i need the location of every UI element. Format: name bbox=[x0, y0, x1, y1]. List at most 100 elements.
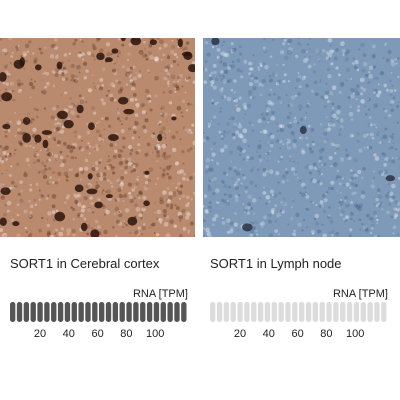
texture-dot bbox=[387, 191, 391, 195]
texture-dot bbox=[58, 231, 64, 237]
texture-dot bbox=[299, 43, 303, 47]
texture-dot bbox=[278, 79, 282, 82]
texture-dot bbox=[141, 226, 146, 231]
texture-dot bbox=[122, 193, 128, 198]
texture-dot bbox=[122, 145, 126, 149]
texture-dot bbox=[212, 63, 217, 68]
texture-dot bbox=[33, 107, 37, 111]
texture-dot bbox=[29, 232, 33, 236]
texture-dot bbox=[214, 102, 218, 106]
texture-dot bbox=[154, 94, 158, 98]
texture-dot bbox=[77, 52, 83, 58]
texture-dot bbox=[253, 54, 255, 56]
texture-dot bbox=[80, 208, 85, 213]
texture-dot bbox=[117, 210, 120, 213]
texture-dot bbox=[53, 128, 57, 132]
texture-dot bbox=[360, 86, 364, 90]
texture-dot bbox=[174, 90, 177, 94]
texture-dot bbox=[133, 197, 136, 200]
texture-dot bbox=[319, 156, 323, 160]
texture-dot bbox=[357, 206, 362, 212]
texture-dot bbox=[213, 177, 217, 181]
texture-dot bbox=[206, 136, 209, 139]
texture-dot bbox=[118, 161, 124, 166]
texture-dot bbox=[299, 117, 304, 121]
texture-dot bbox=[36, 150, 38, 153]
texture-dot bbox=[351, 62, 355, 65]
texture-dot bbox=[187, 148, 191, 153]
texture-dot bbox=[342, 53, 346, 56]
texture-dot bbox=[349, 105, 352, 109]
texture-dot bbox=[133, 128, 136, 130]
texture-dot bbox=[99, 48, 104, 53]
texture-dot bbox=[280, 124, 285, 129]
texture-dot bbox=[232, 124, 237, 129]
texture-dot bbox=[349, 133, 354, 138]
texture-dot bbox=[120, 175, 125, 180]
texture-dot bbox=[8, 152, 12, 156]
texture-dot bbox=[63, 171, 69, 177]
texture-dot bbox=[374, 88, 378, 91]
texture-dot bbox=[183, 230, 186, 232]
texture-dot bbox=[373, 77, 376, 80]
texture-dot bbox=[286, 141, 291, 146]
texture-dot bbox=[173, 53, 177, 57]
texture-dot bbox=[167, 198, 170, 202]
texture-dot bbox=[73, 78, 78, 84]
texture-dot bbox=[339, 127, 343, 130]
texture-dot bbox=[223, 40, 226, 43]
texture-dot bbox=[299, 191, 302, 195]
texture-dot bbox=[254, 78, 259, 84]
texture-dot bbox=[55, 209, 59, 213]
texture-dot bbox=[266, 119, 270, 123]
texture-dot bbox=[191, 61, 195, 65]
texture-dot bbox=[6, 209, 10, 213]
texture-dot bbox=[54, 127, 59, 132]
texture-dot bbox=[79, 53, 82, 56]
texture-dot bbox=[183, 46, 188, 51]
texture-dot bbox=[321, 48, 326, 53]
texture-dot bbox=[395, 156, 399, 160]
texture-dot bbox=[171, 45, 175, 49]
texture-dot bbox=[100, 139, 104, 143]
texture-dot bbox=[19, 199, 24, 203]
texture-dot bbox=[290, 206, 293, 209]
texture-dot bbox=[323, 140, 327, 144]
texture-dot bbox=[305, 195, 310, 199]
texture-dot bbox=[304, 165, 308, 170]
texture-dot bbox=[116, 178, 120, 183]
texture-dot bbox=[30, 78, 33, 81]
texture-dot bbox=[353, 157, 358, 163]
texture-dot bbox=[280, 50, 285, 55]
texture-dot bbox=[51, 194, 57, 199]
texture-dot bbox=[345, 49, 351, 54]
texture-dot bbox=[369, 123, 373, 127]
texture-dot bbox=[252, 68, 254, 71]
texture-dot bbox=[80, 40, 84, 44]
texture-dot bbox=[6, 153, 10, 156]
texture-dot bbox=[116, 111, 121, 115]
texture-dot bbox=[315, 50, 321, 55]
texture-dot bbox=[335, 175, 340, 179]
texture-dot bbox=[55, 126, 61, 132]
texture-dot bbox=[74, 102, 78, 106]
texture-dot bbox=[389, 100, 395, 105]
texture-dot bbox=[342, 43, 345, 46]
texture-dot bbox=[13, 152, 16, 155]
texture-dot bbox=[51, 204, 56, 209]
texture-dot bbox=[332, 162, 338, 167]
texture-dot bbox=[67, 105, 71, 108]
texture-dot bbox=[319, 200, 324, 205]
texture-dot bbox=[154, 58, 159, 63]
texture-dot bbox=[145, 57, 149, 61]
texture-dot bbox=[236, 67, 241, 72]
texture-dot bbox=[46, 218, 49, 221]
texture-dot bbox=[313, 162, 317, 166]
texture-dot bbox=[276, 212, 282, 218]
texture-dot bbox=[146, 69, 150, 73]
texture-dot bbox=[169, 164, 172, 168]
texture-dot bbox=[391, 195, 396, 200]
texture-dot bbox=[50, 115, 55, 120]
texture-dot bbox=[163, 43, 168, 48]
texture-dot bbox=[81, 139, 84, 142]
